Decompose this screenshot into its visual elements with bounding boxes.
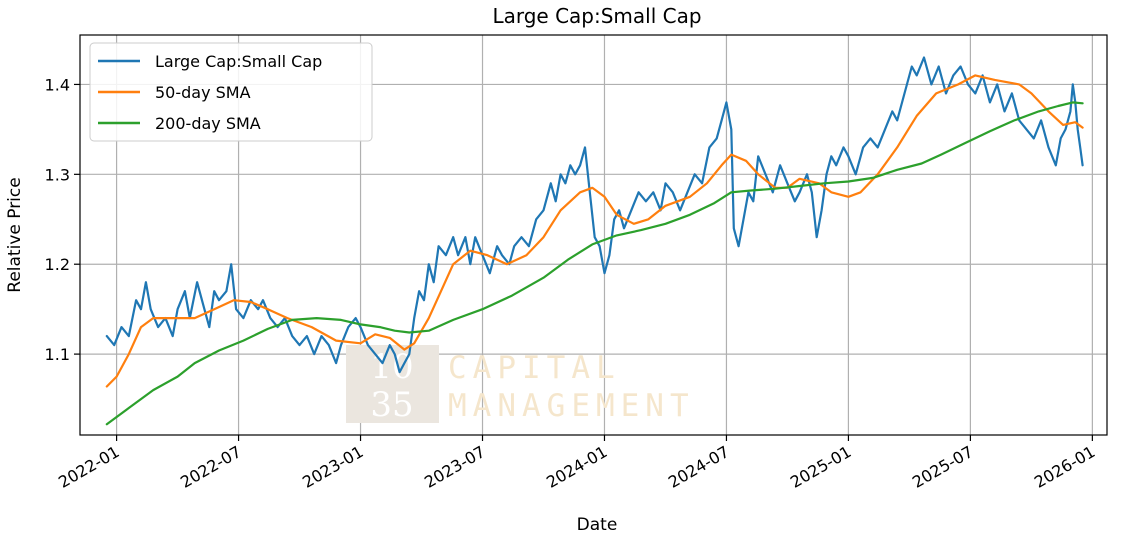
- legend: Large Cap:Small Cap 50-day SMA 200-day S…: [89, 42, 373, 142]
- watermark-word-capital: CAPITAL: [448, 350, 621, 386]
- legend-label-sma200: 200-day SMA: [155, 114, 261, 133]
- x-tick-label: 2024-07: [665, 442, 732, 492]
- x-tick-label: 2023-01: [299, 442, 366, 492]
- legend-box: [89, 42, 373, 142]
- watermark-number-bottom: 35: [370, 385, 413, 425]
- watermark-number-top: 10: [370, 347, 413, 387]
- chart-title: Large Cap:Small Cap: [492, 4, 701, 28]
- watermark-logo-box: [346, 345, 439, 423]
- watermark-word-management: MANAGEMENT: [448, 388, 695, 424]
- x-tick-label: 2022-01: [55, 442, 122, 492]
- legend-label-ratio: Large Cap:Small Cap: [155, 52, 322, 71]
- y-tick-label: 1.1: [45, 345, 70, 364]
- y-tick-label: 1.3: [45, 165, 70, 184]
- series-layer: [105, 56, 1084, 426]
- y-tick-label: 1.2: [45, 255, 70, 274]
- series-line-sma200: [105, 101, 1084, 426]
- watermark: 10 35 CAPITAL MANAGEMENT: [346, 345, 695, 425]
- y-tick-label: 1.4: [45, 75, 70, 94]
- x-tick-label: 2025-01: [787, 442, 854, 492]
- series-line-sma50: [105, 74, 1084, 388]
- plot-area-frame: [79, 34, 1108, 436]
- legend-label-sma50: 50-day SMA: [155, 83, 251, 102]
- y-axis-label: Relative Price: [5, 177, 25, 292]
- x-axis-label: Date: [577, 515, 618, 535]
- x-tick-label: 2022-07: [177, 442, 244, 492]
- x-tick-label: 2024-01: [543, 442, 610, 492]
- x-tick-label: 2025-07: [909, 442, 976, 492]
- x-tick-label: 2023-07: [421, 442, 488, 492]
- x-tick-label: 2026-01: [1031, 442, 1098, 492]
